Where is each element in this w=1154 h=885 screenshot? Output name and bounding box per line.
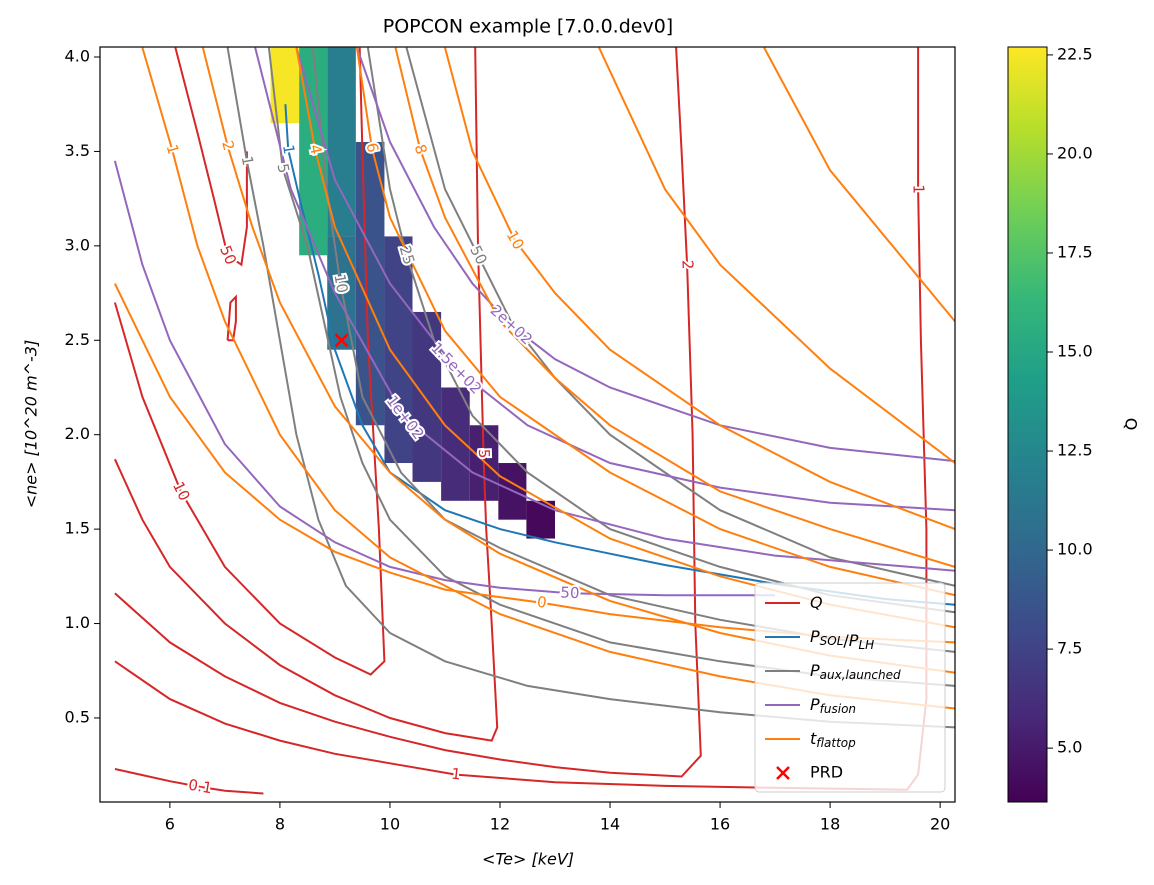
legend-box — [754, 582, 946, 793]
heatmap-cell — [526, 500, 556, 539]
colorbar-tick-label: 20.0 — [1057, 143, 1093, 162]
x-tick-label: 8 — [275, 815, 285, 834]
y-tick-label: 1.0 — [65, 613, 90, 632]
contour-label: 2 — [218, 139, 238, 153]
y-tick-label: 0.5 — [65, 707, 90, 726]
contour-line — [366, 47, 955, 614]
contour-label: 10 — [169, 479, 194, 504]
contour-line — [141, 47, 955, 710]
x-tick-label: 12 — [490, 815, 510, 834]
contour-label: 10 — [330, 273, 351, 295]
x-tick-label: 16 — [710, 815, 730, 834]
contour-label: 1 — [163, 142, 183, 156]
contour-line — [295, 47, 955, 512]
contour-label: 8 — [411, 142, 431, 156]
y-tick-label: 2.0 — [65, 424, 90, 443]
contour-label: 0.1 — [187, 776, 214, 798]
y-tick-label: 3.0 — [65, 235, 90, 254]
contour-label: 50 — [560, 583, 580, 602]
y-axis-label: <ne> [10^20 m^-3] — [22, 340, 41, 509]
colorbar-tick-label: 15.0 — [1057, 342, 1093, 361]
chart-title: POPCON example [7.0.0.dev0] — [383, 16, 673, 38]
contour-line — [226, 294, 237, 342]
contour-line — [114, 47, 702, 778]
contour-line — [355, 47, 955, 463]
contour-line — [113, 47, 386, 676]
colorbar-tick-label: 10.0 — [1057, 540, 1093, 559]
contour-line — [114, 283, 955, 644]
contour-line — [598, 47, 955, 464]
colorbar-label: Q — [1122, 418, 1141, 431]
legend-label: tflattop — [810, 729, 856, 750]
colorbar-tick-label: 5.0 — [1057, 738, 1082, 757]
contour-line — [113, 160, 776, 597]
colorbar-tick-label: 12.5 — [1057, 441, 1093, 460]
contour-line — [174, 47, 248, 267]
contour-line — [114, 768, 264, 795]
y-tick-label: 1.5 — [65, 519, 90, 538]
contour-line — [226, 47, 955, 729]
contour-label: 1 — [450, 765, 462, 784]
contour-line — [405, 47, 955, 587]
contour-label: 5 — [475, 449, 493, 459]
contour-label: 5 — [273, 162, 292, 175]
x-tick-label: 20 — [930, 815, 950, 834]
plot-frame — [99, 46, 956, 803]
contour-line — [254, 47, 955, 572]
y-tick-label: 4.0 — [65, 47, 90, 66]
colorbar-tick-label: 7.5 — [1057, 639, 1082, 658]
heatmap-cell — [412, 311, 442, 482]
contour-label: 1 — [279, 143, 298, 155]
contour-label: 2 — [678, 260, 696, 270]
contour-label: 1 — [910, 184, 928, 194]
contour-line — [355, 47, 955, 597]
x-tick-label: 6 — [165, 815, 175, 834]
contour-line — [267, 47, 955, 687]
marker-prd — [334, 333, 349, 348]
x-tick-label: 18 — [820, 815, 840, 834]
contour-label: 2e+02 — [487, 301, 536, 348]
x-axis-label: <Te> [keV] — [482, 850, 574, 869]
contour-line — [444, 47, 955, 531]
contour-label: 1 — [238, 155, 257, 168]
colorbar-tick-label: 22.5 — [1057, 44, 1093, 63]
x-tick-label: 14 — [600, 815, 620, 834]
contour-label: 50 — [216, 243, 240, 268]
colorbar-tick-label: 17.5 — [1057, 242, 1093, 261]
legend-label: Q — [810, 593, 823, 612]
legend-label: PSOL/PLH — [810, 627, 874, 652]
y-tick-label: 2.5 — [65, 330, 90, 349]
legend-label: Pfusion — [810, 695, 856, 716]
y-tick-label: 3.5 — [65, 141, 90, 160]
legend-swatch — [776, 766, 790, 780]
heatmap-cell — [327, 47, 356, 237]
colorbar — [1007, 46, 1048, 803]
heatmap-cell — [270, 47, 300, 124]
contour-line — [763, 47, 955, 323]
legend-label: Paux,launched — [810, 661, 901, 682]
contour-line — [394, 47, 955, 568]
contour-label: 10 — [503, 227, 528, 253]
contour-line — [201, 47, 955, 674]
x-tick-label: 10 — [380, 815, 400, 834]
legend-label: PRD — [810, 763, 843, 782]
contour-label: 0 — [536, 593, 548, 612]
